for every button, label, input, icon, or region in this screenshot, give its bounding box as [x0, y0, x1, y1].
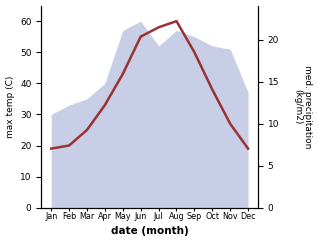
X-axis label: date (month): date (month): [111, 227, 189, 236]
Y-axis label: med. precipitation
(kg/m2): med. precipitation (kg/m2): [293, 65, 313, 148]
Y-axis label: max temp (C): max temp (C): [5, 76, 15, 138]
